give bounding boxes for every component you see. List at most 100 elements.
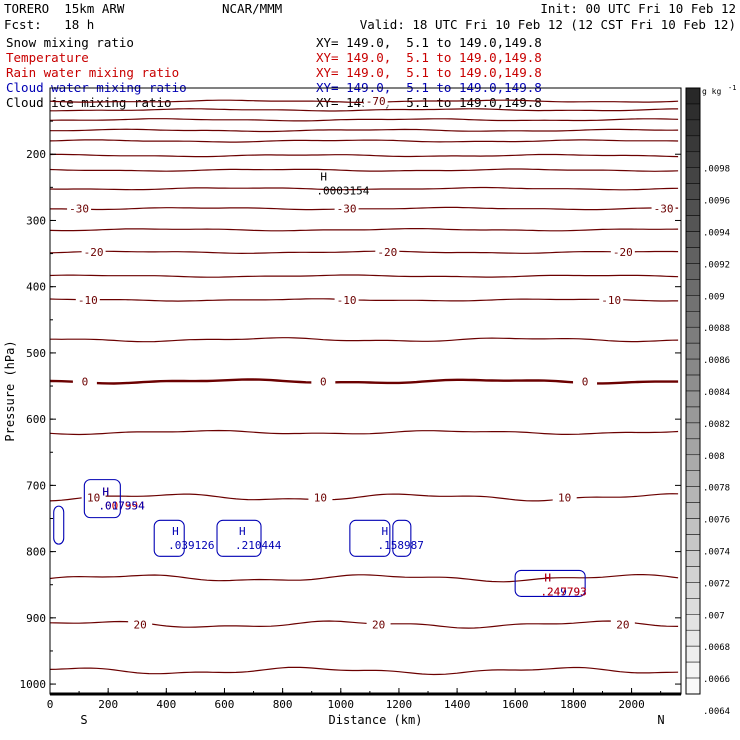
forecast-hour: Fcst: 18 h [4, 17, 95, 32]
maximum-value: .0003154 [316, 185, 369, 198]
colorbar-tick-label: .0064 [703, 707, 730, 717]
cloud-water-outline [53, 505, 65, 545]
legend-field-name: Cloud ice mixing ratio [6, 95, 172, 110]
colorbar-step [685, 518, 701, 535]
colorbar-step [685, 677, 701, 695]
temperature-contour-line [49, 250, 679, 255]
maximum-marker: H [102, 485, 109, 498]
temperature-contour-line [50, 206, 679, 211]
colorbar-tick-label: .0082 [703, 420, 730, 430]
contour-label-background [75, 293, 100, 306]
x-tick-label: 1600 [502, 698, 529, 711]
contour-label: -10 [337, 294, 357, 307]
init-time: Init: 00 UTC Fri 10 Feb 12 [540, 1, 736, 16]
colorbar-tick-label: .0094 [703, 229, 730, 239]
x-tick-label: 2000 [618, 698, 645, 711]
x-tick-label: 0 [47, 698, 54, 711]
colorbar-step [685, 470, 701, 487]
y-tick-label: 400 [26, 281, 46, 294]
maximum-marker: H [102, 485, 109, 498]
temperature-contour-line [49, 298, 679, 302]
contour-label-background [599, 293, 624, 306]
colorbar-tick-label: .0086 [703, 356, 730, 366]
x-tick-label: 1400 [444, 698, 471, 711]
colorbar-step [685, 263, 701, 280]
colorbar-step [685, 582, 701, 599]
temperature-contour-line [49, 168, 679, 172]
colorbar-step [685, 135, 701, 153]
cloud-water-outline [153, 519, 185, 557]
contour-label-background [311, 375, 336, 388]
contour-label-background [610, 618, 635, 631]
temperature-contour-line [49, 228, 679, 232]
colorbar-step [685, 358, 701, 376]
colorbar-step [685, 454, 701, 471]
contour-label-background [334, 293, 359, 306]
contour-label: -30 [337, 203, 357, 216]
maximum-marker: H [320, 171, 327, 184]
contour-label: 0 [582, 375, 589, 388]
colorbar-tick-label: .0078 [703, 484, 730, 494]
temperature-contour-line [50, 337, 679, 343]
colorbar-tick-label: .007 [703, 611, 725, 621]
legend-field-xy: XY= 149.0, 5.1 to 149.0,149.8 [316, 35, 542, 50]
colorbar-step [685, 502, 701, 519]
cloud-water-outline [83, 479, 121, 519]
contour-label-background [67, 202, 92, 215]
y-tick-label: 300 [26, 214, 46, 227]
contour-label-background [128, 618, 153, 631]
colorbar-step [685, 151, 701, 168]
x-tick-label: 800 [273, 698, 293, 711]
maximum-value: .007994 [98, 499, 145, 512]
cloud-water-outline [514, 569, 586, 597]
maximum-value: .039126 [168, 539, 214, 552]
colorbar-tick-label: .0066 [703, 675, 730, 685]
contour-label-background [651, 202, 676, 215]
contour-label: 0 [320, 375, 327, 388]
contour-label-background [81, 246, 106, 259]
legend-field-name: Temperature [6, 50, 89, 65]
y-tick-label: 600 [26, 413, 46, 426]
colorbar-tick-label: .0076 [703, 516, 730, 526]
contour-label-background [81, 491, 106, 504]
contour-label-background [552, 491, 577, 504]
colorbar-step [685, 87, 701, 105]
x-axis-label: Distance (km) [329, 713, 423, 727]
colorbar-step [685, 295, 701, 312]
colorbar-step [685, 438, 701, 456]
colorbar-step [685, 183, 701, 200]
temperature-contour-line [49, 574, 679, 583]
legend-field-name: Rain water mixing ratio [6, 65, 180, 80]
colorbar-tick-label: .0092 [703, 260, 730, 270]
center-name: NCAR/MMM [222, 1, 283, 16]
colorbar-tick-label: .0084 [703, 388, 730, 398]
maximum-marker: H [544, 571, 551, 584]
colorbar-step [685, 534, 701, 551]
maximum-value: .247793 [540, 585, 586, 598]
colorbar-step [685, 629, 701, 647]
contour-label-background [366, 618, 391, 631]
contour-label-background [610, 246, 635, 259]
contour-label-background [72, 375, 97, 388]
maximum-marker: H [544, 571, 551, 584]
colorbar-step [685, 422, 701, 440]
y-tick-label: 800 [26, 546, 46, 559]
temperature-contour-line [50, 128, 679, 133]
colorbar-step [685, 598, 701, 615]
x-tick-label: 1800 [560, 698, 587, 711]
colorbar-step [685, 342, 701, 360]
legend-field-xy: XY= 149.0, 5.1 to 149.0,149.8 [316, 65, 542, 80]
temperature-contour-line [50, 108, 679, 112]
temperature-contour-line [49, 429, 679, 436]
colorbar-step [685, 215, 701, 232]
colorbar-step [685, 311, 701, 328]
colorbar-units-exponent: -1 [728, 84, 736, 92]
temperature-contour-line [49, 666, 679, 676]
colorbar-step [685, 390, 701, 408]
colorbar-step [685, 550, 701, 567]
legend-field-name: Snow mixing ratio [6, 35, 134, 50]
colorbar-tick-label: .0068 [703, 643, 730, 653]
y-tick-label: 200 [26, 148, 46, 161]
contour-label-background [375, 246, 400, 259]
